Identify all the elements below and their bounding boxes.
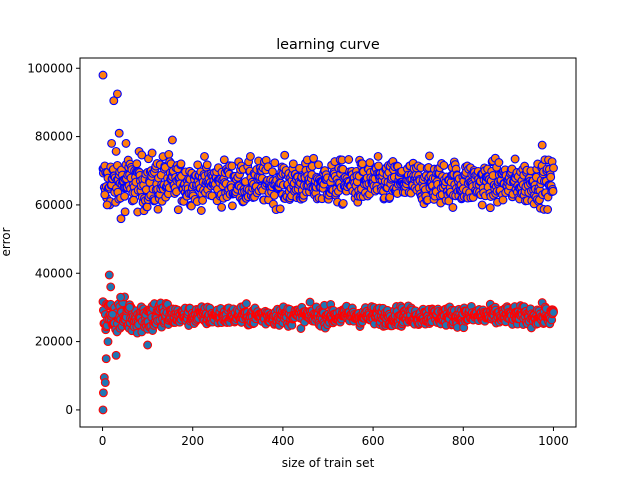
y-tick-label: 80000: [35, 130, 73, 144]
data-point: [186, 201, 196, 211]
data-point: [373, 151, 383, 161]
data-point: [101, 354, 111, 364]
data-point: [167, 135, 177, 145]
data-point: [425, 151, 434, 161]
data-point: [448, 203, 458, 212]
data-point: [116, 214, 126, 224]
x-tick-label: 200: [181, 434, 204, 448]
data-point: [164, 149, 174, 159]
data-point: [344, 155, 354, 164]
plot-frame: [79, 57, 577, 428]
chart-title: learning curve: [276, 37, 380, 53]
y-axis-label: error: [0, 227, 13, 256]
y-tick-label: 20000: [35, 335, 73, 349]
data-point: [108, 309, 117, 319]
data-point: [153, 204, 163, 214]
data-point: [227, 201, 237, 211]
data-point: [98, 405, 108, 415]
x-tick-label: 600: [362, 434, 385, 448]
data-point: [106, 282, 116, 292]
data-point: [129, 195, 139, 205]
data-point: [241, 299, 251, 309]
data-point: [537, 140, 547, 150]
data-point: [147, 148, 157, 158]
data-point: [549, 163, 558, 173]
data-point: [102, 200, 112, 210]
data-point: [100, 378, 110, 388]
data-point: [314, 160, 323, 170]
data-point: [439, 160, 449, 170]
data-point: [114, 128, 124, 138]
data-point: [245, 151, 255, 161]
data-point: [109, 96, 119, 106]
data-point: [176, 159, 186, 169]
data-point: [305, 297, 315, 307]
x-tick-label: 400: [271, 434, 294, 448]
data-point: [104, 270, 114, 280]
x-axis-label: size of train set: [282, 456, 375, 470]
data-point: [120, 191, 130, 201]
data-point: [543, 205, 553, 214]
data-point: [485, 203, 495, 213]
data-point: [296, 324, 306, 333]
data-point: [227, 161, 237, 171]
data-point: [219, 155, 229, 165]
data-point: [365, 158, 375, 168]
data-point: [173, 205, 183, 215]
series-0: [98, 70, 558, 224]
data-point: [477, 200, 487, 210]
data-point: [98, 70, 108, 80]
y-tick-label: 0: [65, 403, 73, 417]
data-point: [549, 308, 558, 317]
data-point: [198, 195, 208, 205]
data-point: [546, 172, 556, 182]
y-tick-label: 40000: [35, 266, 73, 280]
data-point: [270, 158, 280, 168]
data-point: [116, 292, 126, 302]
data-point: [338, 198, 348, 208]
data-point: [103, 337, 113, 347]
data-point: [548, 186, 558, 196]
x-tick-label: 0: [99, 434, 107, 448]
y-tick-label: 100000: [27, 61, 73, 75]
data-point: [268, 167, 277, 177]
data-point: [275, 204, 285, 214]
data-point: [121, 138, 131, 148]
data-point: [498, 195, 508, 205]
y-tick-label: 60000: [35, 198, 73, 212]
data-point: [132, 159, 142, 169]
data-point: [143, 340, 153, 350]
y-axis: 0 20000 40000 60000 80000 100000: [27, 61, 80, 417]
data-point: [217, 202, 227, 212]
x-axis: 0 200 400 600 800 1000: [99, 427, 569, 448]
x-tick-label: 800: [452, 434, 475, 448]
data-point: [202, 160, 212, 170]
data-point: [137, 150, 147, 160]
data-point: [142, 202, 152, 212]
data-point: [280, 150, 290, 160]
data-point: [120, 207, 130, 217]
series-1: [98, 270, 558, 415]
data-point: [288, 159, 298, 169]
data-point: [100, 190, 110, 200]
data-point: [510, 154, 520, 164]
data-point: [309, 153, 319, 163]
data-point: [98, 388, 108, 398]
data-point: [200, 151, 209, 161]
data-point: [494, 158, 504, 167]
data-point: [111, 350, 121, 360]
x-tick-label: 1000: [538, 434, 569, 448]
data-point: [107, 138, 117, 148]
data-point: [125, 302, 135, 312]
points-layer: [98, 70, 558, 415]
data-point: [112, 89, 122, 99]
data-point: [111, 146, 121, 156]
data-point: [196, 206, 206, 215]
